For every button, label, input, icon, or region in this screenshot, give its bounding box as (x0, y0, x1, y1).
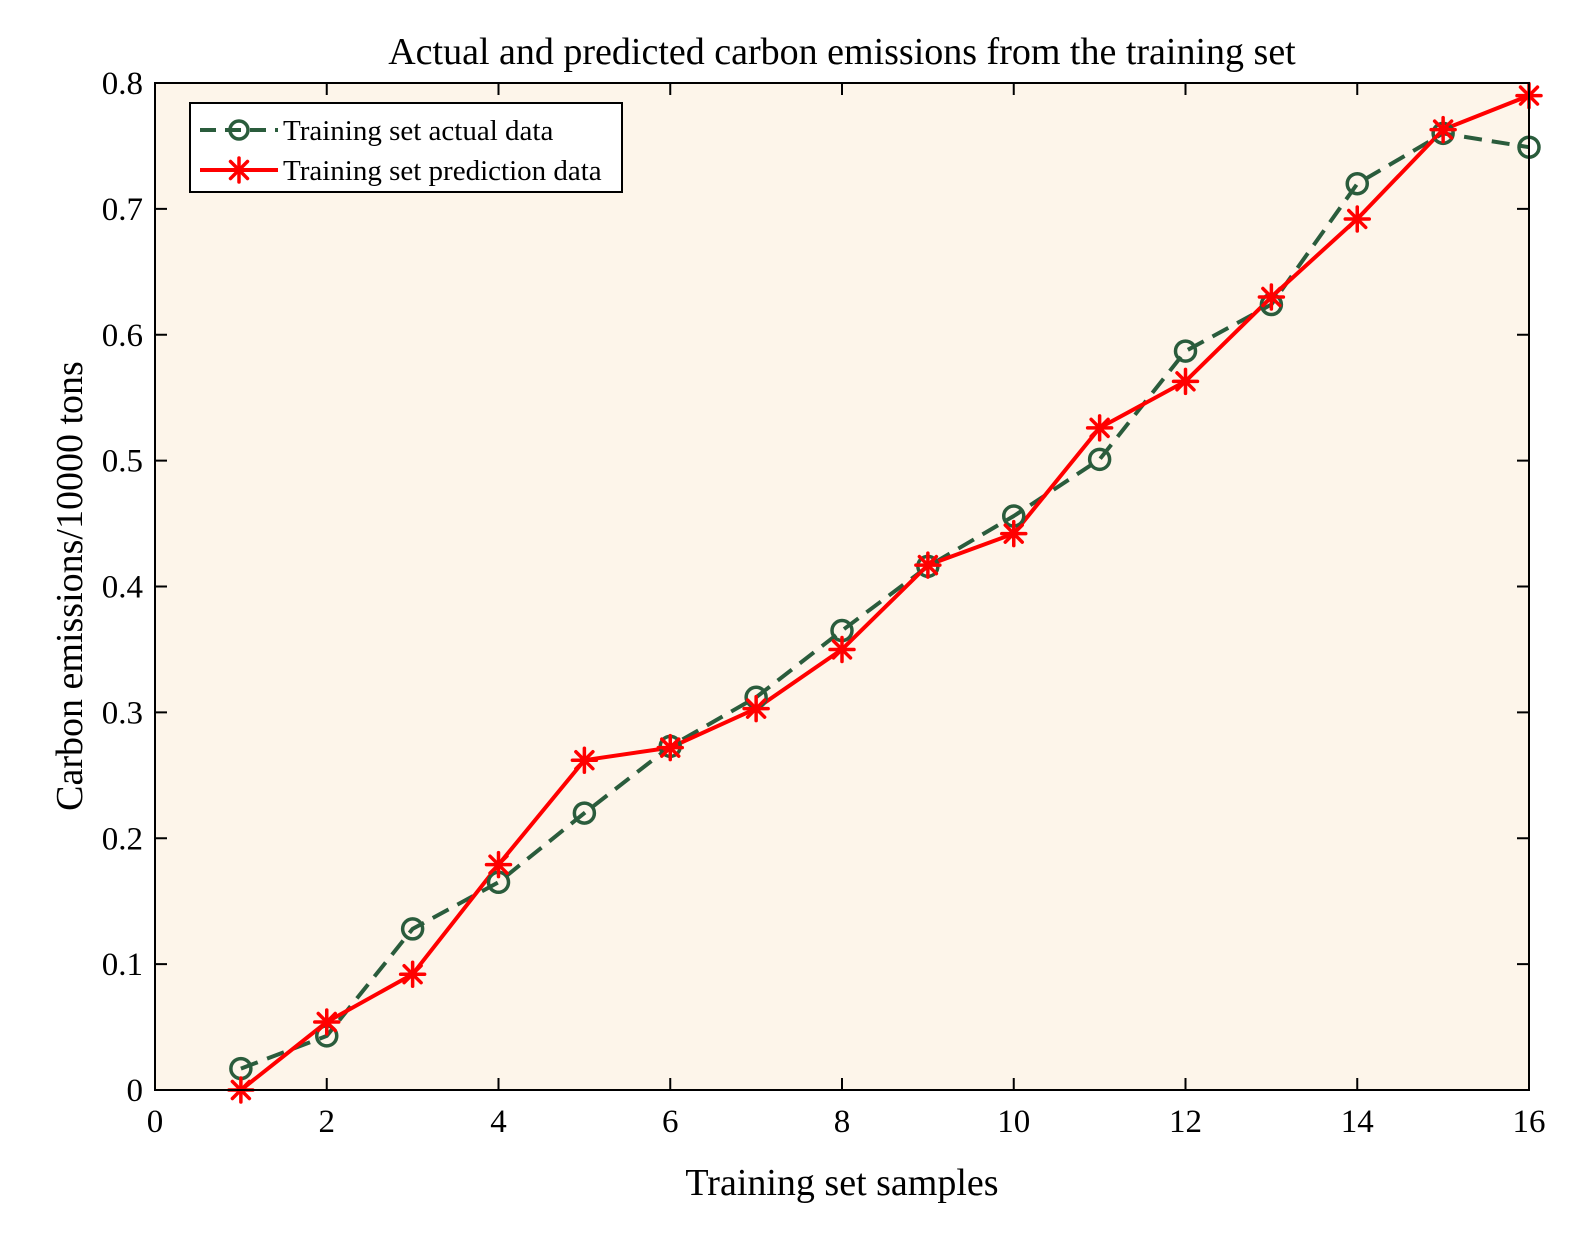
point-prediction (828, 635, 856, 664)
legend-marker-actual (228, 119, 250, 141)
x-axis-ticks: 0 2 4 6 8 10 12 14 16 (147, 83, 1546, 1140)
point-prediction (1171, 367, 1200, 396)
plot-background (155, 83, 1529, 1090)
legend-star-shape (225, 156, 253, 184)
x-tick-label: 10 (997, 1104, 1030, 1140)
legend-box (189, 102, 623, 193)
y-tick-label: 0.5 (102, 444, 143, 480)
plot-frame (154, 82, 1530, 1091)
point-prediction (570, 746, 599, 774)
x-tick-label: 16 (1513, 1104, 1546, 1140)
x-tick-label: 2 (319, 1104, 336, 1140)
x-axis-label: Training set samples (685, 1162, 998, 1204)
legend-entry-actual: Training set actual data (200, 115, 553, 147)
y-axis-ticks: 0 0.1 0.2 0.3 0.4 0.5 0.6 0.7 0.8 (102, 66, 1529, 1109)
chart-title: Actual and predicted carbon emissions fr… (388, 31, 1296, 73)
legend-entry-prediction: Training set prediction data (200, 155, 602, 187)
y-tick-label: 0.2 (102, 821, 143, 857)
x-tick-label: 4 (490, 1104, 507, 1140)
x-tick-label: 8 (834, 1104, 851, 1140)
x-tick-label: 0 (147, 1104, 164, 1140)
y-tick-label: 0.4 (102, 570, 143, 606)
y-tick-label: 0 (127, 1073, 144, 1109)
legend-marker-prediction (225, 156, 253, 184)
legend: Training set actual data Training set pr… (189, 102, 623, 193)
point-actual (572, 801, 597, 825)
point-prediction (1343, 205, 1371, 233)
series-layer (227, 81, 1543, 1104)
y-tick-label: 0.1 (102, 947, 143, 983)
x-tick-label: 12 (1169, 1104, 1202, 1140)
point-actual (1087, 447, 1112, 472)
x-tick-label: 14 (1341, 1104, 1374, 1140)
y-tick-label: 0.8 (102, 66, 143, 102)
point-prediction (484, 850, 513, 879)
point-prediction (313, 1008, 341, 1036)
point-prediction (1085, 414, 1114, 442)
point-prediction (1429, 115, 1457, 144)
point-prediction (656, 733, 684, 762)
point-prediction (914, 551, 942, 579)
y-tick-label: 0.3 (102, 695, 143, 731)
point-prediction (742, 694, 770, 723)
point-actual (400, 917, 425, 941)
point-actual (1345, 171, 1369, 196)
point-actual (1173, 339, 1198, 363)
point-prediction (1257, 283, 1286, 311)
point-prediction (398, 960, 427, 988)
x-tick-label: 6 (662, 1104, 679, 1140)
legend-label-prediction: Training set prediction data (283, 155, 602, 187)
legend-label-actual: Training set actual data (283, 115, 553, 147)
point-prediction (1000, 519, 1028, 548)
y-axis-label: Carbon emissions/10000 tons (49, 361, 91, 811)
series-line-actual (240, 131, 1530, 1071)
series-line-prediction (239, 93, 1530, 1092)
y-tick-label: 0.7 (102, 192, 143, 228)
y-tick-label: 0.6 (102, 318, 143, 354)
